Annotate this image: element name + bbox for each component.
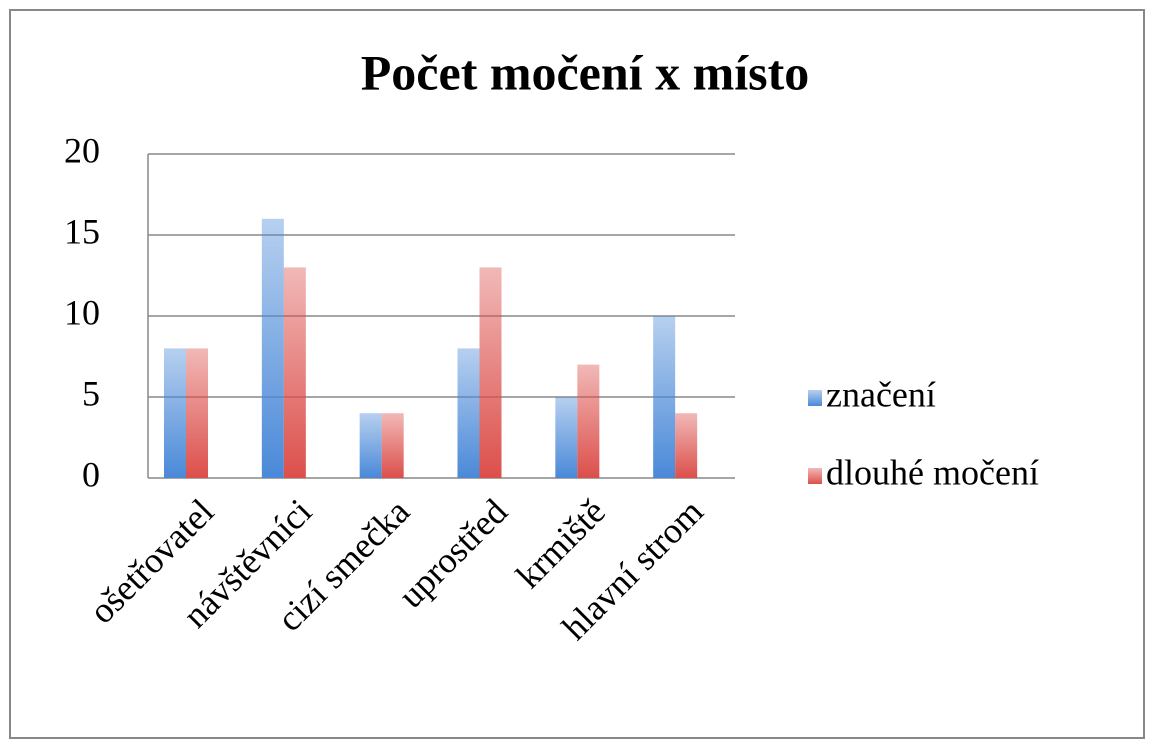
- bar: [555, 397, 578, 478]
- chart-title: Počet močení x místo: [361, 44, 809, 100]
- bar: [283, 267, 306, 478]
- y-tick-label: 10: [64, 292, 100, 332]
- y-tick-label: 5: [82, 373, 100, 413]
- y-tick-label: 15: [64, 211, 100, 251]
- bar: [675, 413, 698, 478]
- legend-label: značení: [826, 374, 936, 414]
- bar: [381, 413, 404, 478]
- bar: [164, 348, 186, 478]
- bar: [186, 348, 208, 478]
- legend-label: dlouhé močení: [826, 452, 1039, 492]
- bar: [479, 267, 502, 478]
- bar: [653, 316, 676, 478]
- bar: [577, 364, 600, 478]
- legend-swatch: [808, 468, 822, 484]
- bar: [457, 348, 480, 478]
- y-tick-label: 0: [82, 454, 100, 494]
- bar: [261, 218, 284, 479]
- legend-swatch: [808, 390, 822, 406]
- y-tick-label: 20: [64, 130, 100, 170]
- bar: [359, 413, 382, 478]
